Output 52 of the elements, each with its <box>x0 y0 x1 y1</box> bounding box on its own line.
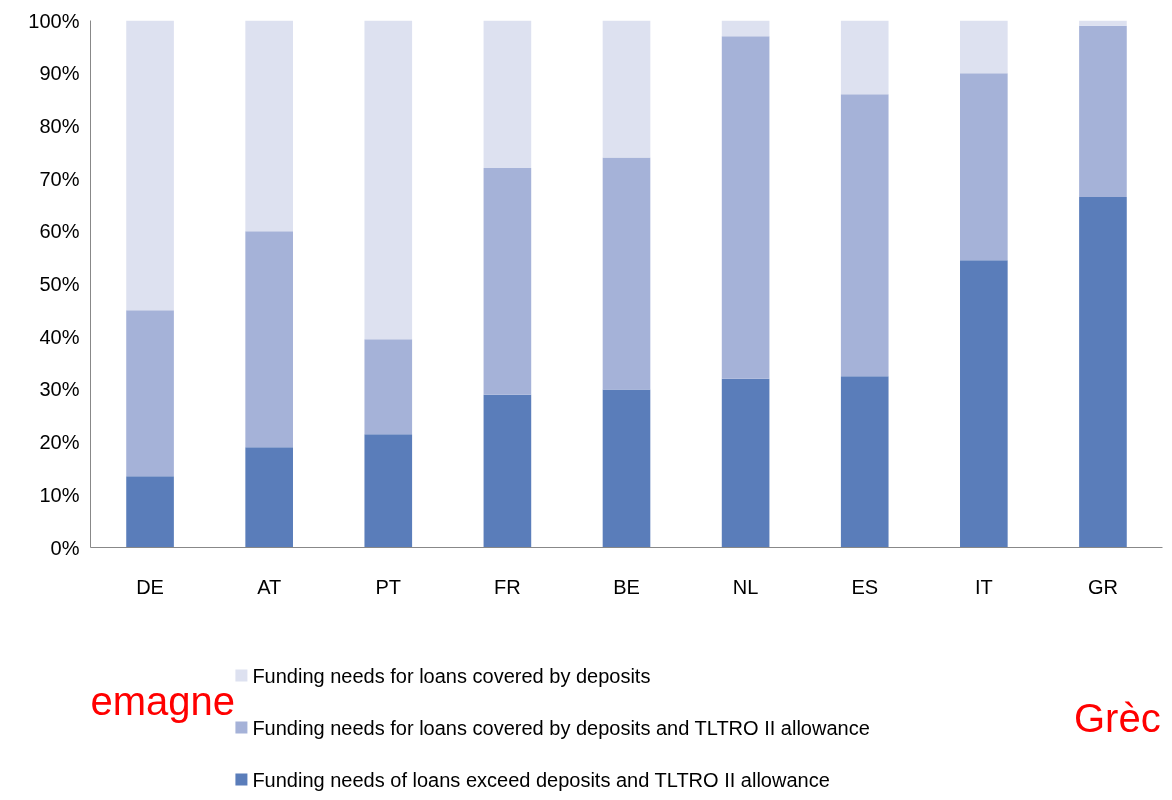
y-tick-label: 50% <box>39 273 80 295</box>
y-tick-label: 60% <box>39 220 80 243</box>
legend-label: Funding needs for loans covered by deposits and TLTRO II allowance <box>252 716 870 739</box>
bar <box>126 476 174 548</box>
bar <box>602 20 651 158</box>
bar <box>960 260 1008 548</box>
bar <box>602 389 651 548</box>
bar <box>840 20 889 95</box>
y-tick-label: 10% <box>39 483 80 506</box>
bar <box>840 376 889 548</box>
bar <box>721 20 770 37</box>
bar <box>364 434 413 548</box>
text: Grèc <box>1073 695 1161 740</box>
bar <box>602 157 651 390</box>
x-tick-label: IT <box>974 575 993 598</box>
bar <box>126 310 174 477</box>
bar <box>245 231 293 448</box>
bar <box>364 20 413 340</box>
bar <box>840 94 889 377</box>
bar <box>483 168 532 395</box>
bar <box>960 20 1008 74</box>
y-tick-label: 0% <box>50 536 80 559</box>
y-tick-label: 30% <box>39 378 80 401</box>
x-tick-label: AT <box>257 575 282 598</box>
bar <box>1079 197 1127 548</box>
y-tick-label: 40% <box>39 325 80 348</box>
bar <box>245 447 293 548</box>
text: emagne <box>90 678 236 723</box>
y-tick-label: 70% <box>39 167 80 190</box>
bar <box>721 36 770 379</box>
x-tick-label: DE <box>136 575 164 598</box>
bar <box>364 339 413 435</box>
x-tick-label: PT <box>375 575 402 598</box>
bar <box>1079 20 1127 26</box>
bar <box>126 20 174 311</box>
y-tick-label: 100% <box>28 9 80 32</box>
bar <box>245 20 293 232</box>
x-tick-label: FR <box>494 575 521 598</box>
bar <box>721 378 770 548</box>
bar <box>960 73 1008 261</box>
bar <box>1079 25 1127 198</box>
legend-label: Funding needs of loans exceed deposits and TLTRO II allowance <box>252 768 830 791</box>
y-tick-label: 90% <box>39 62 80 85</box>
bar <box>483 394 532 548</box>
x-tick-label: BE <box>613 575 640 598</box>
legend-label: Funding needs for loans covered by deposits <box>252 664 651 687</box>
x-tick-label: GR <box>1087 575 1118 598</box>
bar <box>483 20 532 169</box>
y-tick-label: 80% <box>39 114 80 137</box>
y-tick-label: 20% <box>39 431 80 454</box>
x-tick-label: ES <box>851 575 879 598</box>
x-tick-label: NL <box>732 575 759 598</box>
